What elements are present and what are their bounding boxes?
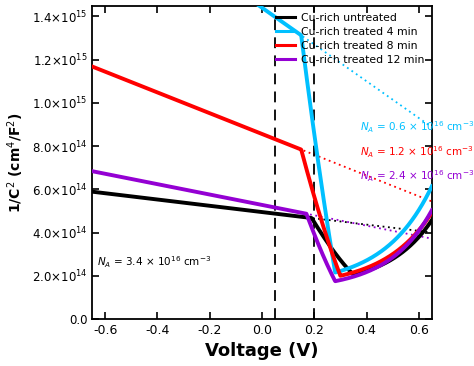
- Text: $N_A$ = 0.6 × 10$^{16}$ cm$^{-3}$: $N_A$ = 0.6 × 10$^{16}$ cm$^{-3}$: [360, 119, 474, 135]
- X-axis label: Voltage (V): Voltage (V): [205, 343, 319, 361]
- Text: $N_A$ = 2.4 × 10$^{16}$ cm$^{-3}$: $N_A$ = 2.4 × 10$^{16}$ cm$^{-3}$: [360, 169, 474, 184]
- Text: $N_A$ = 1.2 × 10$^{16}$ cm$^{-3}$: $N_A$ = 1.2 × 10$^{16}$ cm$^{-3}$: [360, 144, 474, 160]
- Y-axis label: 1/C$^2$ (cm$^4$/F$^2$): 1/C$^2$ (cm$^4$/F$^2$): [6, 112, 26, 213]
- Text: $N_A$ = 3.4 × 10$^{16}$ cm$^{-3}$: $N_A$ = 3.4 × 10$^{16}$ cm$^{-3}$: [97, 254, 212, 270]
- Legend: Cu-rich untreated, Cu-rich treated 4 min, Cu-rich treated 8 min, Cu-rich treated: Cu-rich untreated, Cu-rich treated 4 min…: [274, 11, 427, 67]
